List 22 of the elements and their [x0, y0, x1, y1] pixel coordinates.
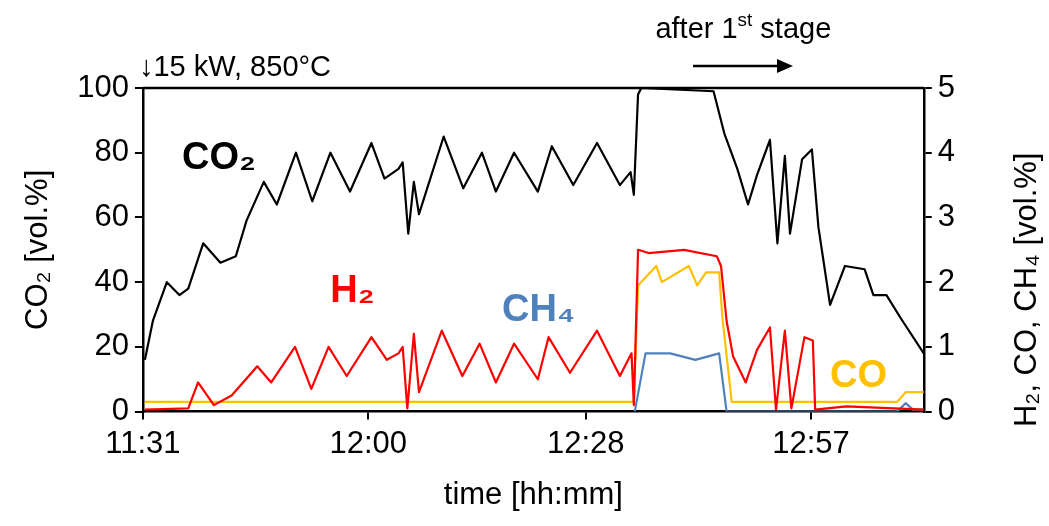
y2-tick-label: 0	[937, 392, 956, 428]
y-tick-label: 80	[94, 133, 129, 169]
y-tick-label: 40	[94, 262, 129, 298]
y2-tick-label: 2	[937, 262, 956, 298]
series-label: CH₄	[502, 286, 576, 329]
x-tick-label: 12:28	[546, 424, 625, 460]
y2-tick-label: 3	[937, 197, 956, 233]
series-label: CO	[830, 353, 888, 396]
x-axis-title: time [hh:mm]	[443, 475, 623, 511]
x-tick-label: 12:57	[772, 424, 850, 460]
y-axis-title: CO₂ [vol.%]	[19, 169, 55, 330]
y-tick-label: 60	[94, 197, 129, 233]
y2-axis-title: H₂, CO, CH₄ [vol.%]	[1007, 152, 1043, 428]
y2-tick-label: 5	[937, 68, 956, 104]
y-tick-label: 100	[77, 68, 129, 104]
y2-tick-label: 4	[937, 133, 956, 169]
series-label: CO₂	[181, 134, 256, 177]
series-label: H₂	[330, 267, 375, 310]
text: ↓15 kW, 850°C	[138, 50, 332, 82]
y-tick-label: 20	[94, 327, 129, 363]
x-tick-label: 12:00	[329, 424, 407, 460]
y2-tick-label: 1	[937, 327, 956, 363]
